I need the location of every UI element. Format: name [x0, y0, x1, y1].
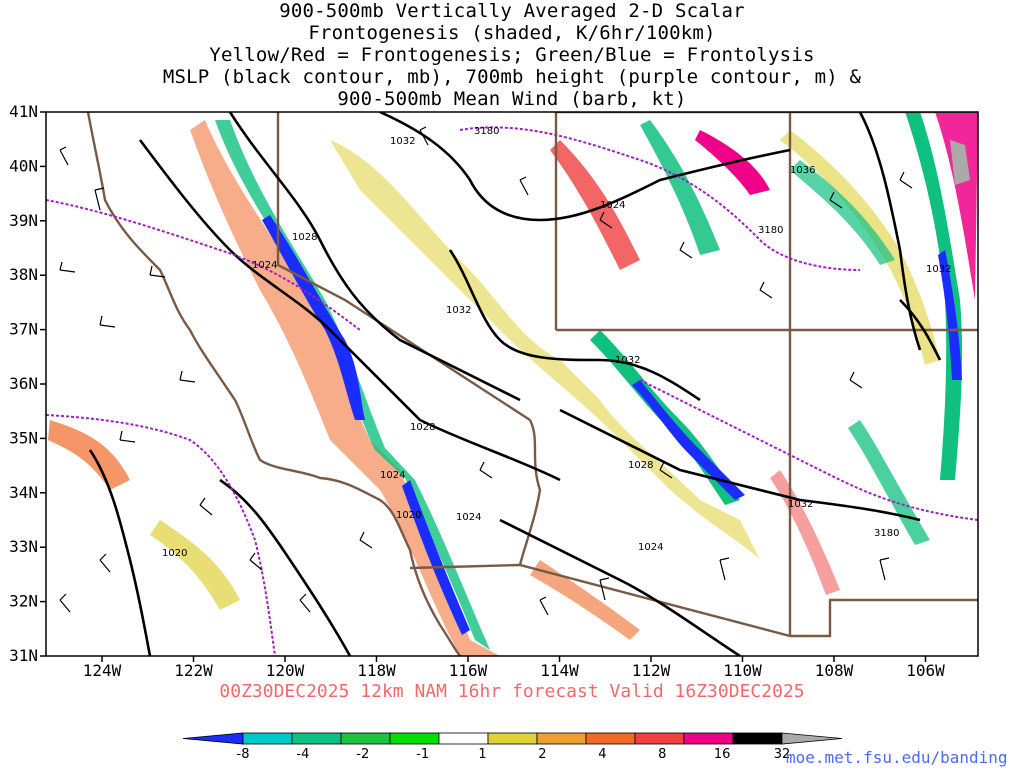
map-title: 900-500mb Vertically Averaged 2-D Scalar… [0, 0, 1024, 110]
mslp-label: 1032 [446, 305, 471, 316]
lat-label: 34N [9, 483, 38, 502]
mslp-label: 1024 [380, 470, 405, 481]
colorbar-tick-label: 2 [538, 747, 546, 762]
colorbar-tick-label: -2 [356, 747, 369, 762]
colorbar-tick-label: 1 [478, 747, 486, 762]
lon-label: 118W [357, 661, 396, 680]
height-labels: 3180 3180 3180 [474, 126, 899, 539]
wind-barbs [59, 126, 913, 616]
mslp-label: 1032 [615, 355, 640, 366]
colorbar-box [340, 732, 391, 745]
longitude-axis: 124W 122W 120W 118W 116W 114W 112W 110W 108W 106W [83, 656, 945, 680]
colorbar: -8 -4 -2 -1 1 2 4 8 16 32 [182, 732, 843, 762]
title-line-5: 900-500mb Mean Wind (barb, kt) [337, 88, 687, 110]
mslp-label: 1020 [162, 548, 187, 559]
colorbar-tick-label: 32 [774, 747, 791, 762]
lat-label: 31N [9, 646, 38, 665]
lon-label: 108W [815, 661, 854, 680]
latitude-axis: 41N 40N 39N 38N 37N 36N 35N 34N 33N 32N 31N [9, 102, 46, 665]
colorbar-box [242, 732, 293, 745]
colorbar-box [683, 732, 734, 745]
lat-label: 39N [9, 211, 38, 230]
lon-label: 112W [632, 661, 671, 680]
colorbar-box [389, 732, 440, 745]
mslp-label: 1036 [790, 165, 815, 176]
colorbar-box [634, 732, 685, 745]
title-line-1: 900-500mb Vertically Averaged 2-D Scalar [279, 0, 745, 22]
colorbar-box [536, 732, 587, 745]
lon-label: 106W [906, 661, 945, 680]
height-contours [46, 126, 978, 656]
lon-label: 120W [266, 661, 305, 680]
title-line-2: Frontogenesis (shaded, K/6hr/100km) [308, 22, 716, 44]
mslp-label: 1032 [788, 499, 813, 510]
mslp-label: 1024 [456, 512, 481, 523]
mslp-label: 1028 [292, 232, 317, 243]
colorbar-tick-label: 8 [658, 747, 666, 762]
colorbar-box [487, 732, 538, 745]
mslp-contours [88, 112, 942, 656]
colorbar-box [585, 732, 636, 745]
mslp-label: 1032 [390, 136, 415, 147]
colorbar-box [291, 732, 342, 745]
mslp-label: 1024 [252, 260, 277, 271]
geographic-borders [86, 112, 978, 656]
lon-label: 110W [723, 661, 762, 680]
title-line-4: MSLP (black contour, mb), 700mb height (… [162, 66, 862, 88]
colorbar-tick-label: -1 [416, 747, 429, 762]
frontogenesis-shading [48, 112, 978, 656]
lat-label: 37N [9, 320, 38, 339]
colorbar-tick-label: 16 [714, 747, 731, 762]
lat-label: 32N [9, 592, 38, 611]
colorbar-low-extend [182, 732, 244, 745]
arizona-california-border [518, 419, 542, 566]
lat-label: 40N [9, 156, 38, 175]
lon-label: 114W [540, 661, 579, 680]
colorbar-box [732, 732, 783, 745]
mslp-label: 1028 [628, 460, 653, 471]
forecast-subtitle: 00Z30DEC2025 12km NAM 16hr forecast Vali… [219, 681, 805, 702]
lon-label: 122W [174, 661, 213, 680]
colorbar-tick-label: -8 [237, 747, 250, 762]
mslp-label: 1032 [926, 264, 951, 275]
height-label: 3180 [474, 126, 499, 137]
credit-url: moe.met.fsu.edu/banding [786, 748, 1008, 767]
mslp-label: 1020 [396, 510, 421, 521]
colorbar-high-extend [781, 732, 843, 745]
map-area: 1032 1036 1028 1024 1032 1028 1032 1028 … [46, 112, 978, 656]
mslp-labels: 1032 1036 1028 1024 1032 1028 1032 1028 … [162, 136, 951, 559]
mslp-label: 1024 [638, 542, 663, 553]
mexico-border [409, 563, 978, 638]
lat-label: 36N [9, 374, 38, 393]
lat-label: 35N [9, 428, 38, 447]
lat-label: 41N [9, 102, 38, 121]
lon-label: 124W [83, 661, 122, 680]
lat-label: 38N [9, 265, 38, 284]
lat-label: 33N [9, 537, 38, 556]
title-line-3: Yellow/Red = Frontogenesis; Green/Blue =… [209, 44, 815, 66]
colorbar-box [438, 732, 489, 745]
height-label: 3180 [874, 528, 899, 539]
lon-label: 116W [449, 661, 488, 680]
height-label: 3180 [758, 225, 783, 236]
colorbar-tick-label: -4 [296, 747, 309, 762]
mslp-label: 1024 [600, 200, 625, 211]
colorbar-tick-label: 4 [598, 747, 606, 762]
mslp-label: 1028 [410, 422, 435, 433]
